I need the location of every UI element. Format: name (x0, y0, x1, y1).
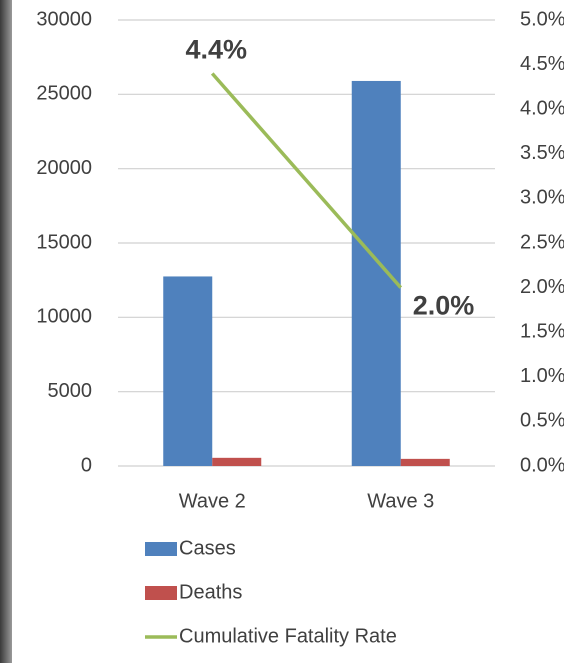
y-tick-label: 25000 (36, 83, 92, 105)
line (210, 72, 403, 289)
y2-tick-label: 2.5% (520, 231, 564, 253)
data-label: 2.0% (413, 291, 475, 321)
y-tick-label: 20000 (36, 157, 92, 179)
y2-tick-label: 2.0% (520, 276, 564, 298)
legend-marker (145, 542, 177, 556)
y2-tick-label: 3.5% (520, 142, 564, 164)
legend-marker (145, 586, 177, 600)
legend-label: Cases (179, 537, 236, 559)
y-tick-label: 0 (81, 454, 92, 476)
bar (351, 80, 401, 466)
y-tick-label: 10000 (36, 306, 92, 328)
y-tick-label: 30000 (36, 8, 92, 30)
bar (212, 457, 262, 466)
legend-label: Deaths (179, 581, 242, 603)
legend-label: Cumulative Fatality Rate (179, 625, 397, 647)
x-tick-label: Wave 3 (367, 490, 434, 512)
y2-tick-label: 1.5% (520, 320, 564, 342)
y-tick-label: 15000 (36, 231, 92, 253)
y2-tick-label: 5.0% (520, 8, 564, 30)
bar (163, 276, 213, 466)
y2-tick-label: 0.0% (520, 454, 564, 476)
y2-tick-label: 4.0% (520, 97, 564, 119)
y2-tick-label: 3.0% (520, 187, 564, 209)
y2-tick-label: 0.5% (520, 410, 564, 432)
x-tick-label: Wave 2 (179, 490, 246, 512)
y2-tick-label: 1.0% (520, 365, 564, 387)
y2-tick-label: 4.5% (520, 53, 564, 75)
y-tick-label: 5000 (48, 380, 93, 402)
data-label: 4.4% (185, 35, 247, 65)
background-edge (0, 0, 12, 663)
bar (400, 458, 450, 466)
